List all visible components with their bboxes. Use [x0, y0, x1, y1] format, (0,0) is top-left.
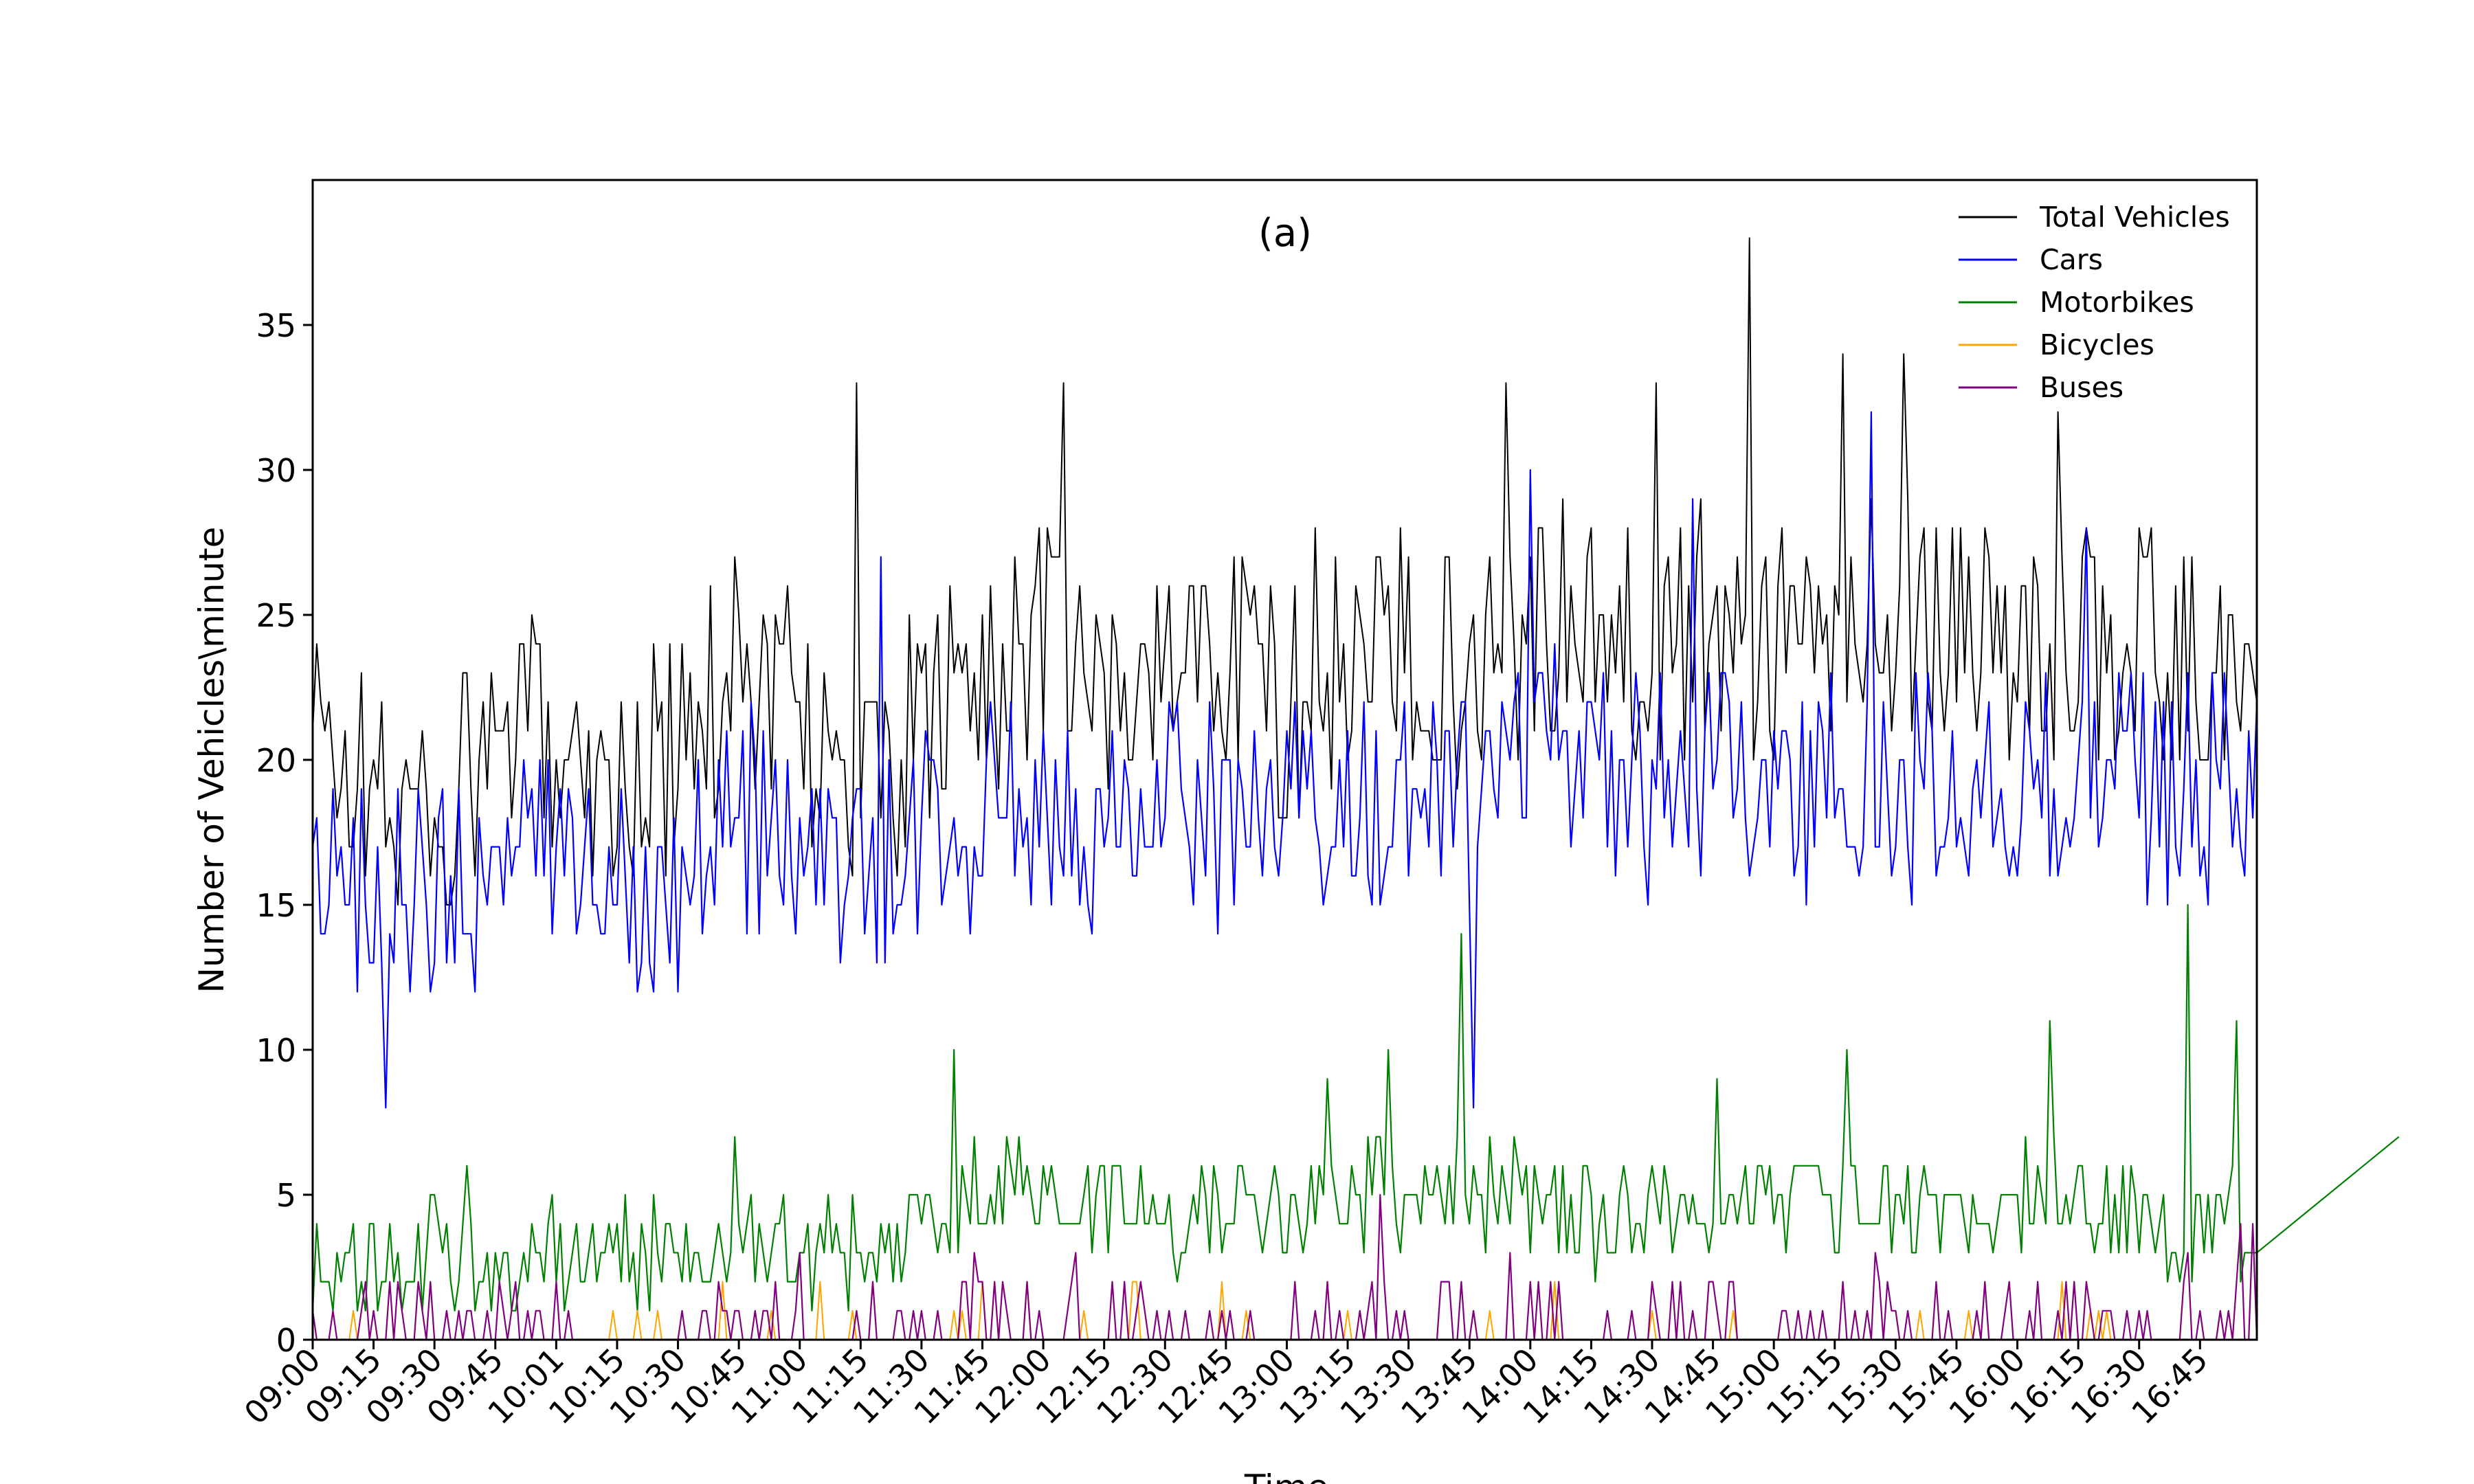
series-line-0	[312, 237, 2258, 906]
y-tick-label: 25	[256, 597, 296, 634]
y-tick-label: 35	[256, 307, 296, 344]
legend-label-2: Motorbikes	[2040, 286, 2194, 319]
y-axis: 0 5 10 15 20 25 30 35	[256, 307, 313, 1359]
legend-label-3: Bicycles	[2040, 328, 2154, 361]
y-tick-label: 0	[276, 1322, 296, 1359]
y-tick-label: 15	[256, 887, 296, 924]
legend-label-0: Total Vehicles	[2039, 201, 2230, 234]
y-tick-label: 10	[256, 1032, 296, 1069]
y-tick-label: 20	[256, 742, 296, 779]
series-line-1	[311, 411, 2258, 1109]
legend-label-1: Cars	[2040, 243, 2103, 276]
legend-label-4: Buses	[2040, 371, 2124, 404]
y-axis-label: Number of Vehicles\minute	[192, 527, 232, 993]
chart-title: (a)	[1258, 211, 1312, 256]
x-axis-label: Time	[1244, 1468, 1328, 1484]
legend: Total Vehicles Cars Motorbikes Bicycles Buse…	[1959, 201, 2230, 404]
y-tick-label: 30	[256, 452, 296, 489]
y-tick-label: 5	[276, 1177, 296, 1214]
